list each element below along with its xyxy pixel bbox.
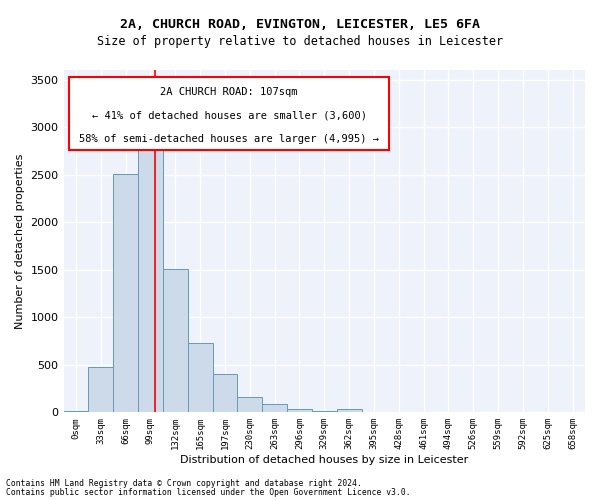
Text: Contains HM Land Registry data © Crown copyright and database right 2024.: Contains HM Land Registry data © Crown c… xyxy=(6,478,362,488)
Bar xyxy=(262,404,287,412)
Bar xyxy=(88,367,113,412)
Bar xyxy=(64,411,88,412)
Y-axis label: Number of detached properties: Number of detached properties xyxy=(15,154,25,329)
Bar xyxy=(337,408,362,412)
Text: 58% of semi-detached houses are larger (4,995) →: 58% of semi-detached houses are larger (… xyxy=(79,134,379,143)
Bar xyxy=(287,408,312,412)
Bar xyxy=(163,268,188,412)
Bar xyxy=(312,411,337,412)
Bar xyxy=(212,374,238,412)
Text: Contains public sector information licensed under the Open Government Licence v3: Contains public sector information licen… xyxy=(6,488,410,497)
FancyBboxPatch shape xyxy=(69,77,389,150)
Text: ← 41% of detached houses are smaller (3,600): ← 41% of detached houses are smaller (3,… xyxy=(92,110,367,120)
Text: 2A CHURCH ROAD: 107sqm: 2A CHURCH ROAD: 107sqm xyxy=(160,86,298,97)
Text: Size of property relative to detached houses in Leicester: Size of property relative to detached ho… xyxy=(97,35,503,48)
Bar xyxy=(238,397,262,412)
X-axis label: Distribution of detached houses by size in Leicester: Distribution of detached houses by size … xyxy=(180,455,469,465)
Bar xyxy=(188,343,212,412)
Bar xyxy=(113,174,138,412)
Bar xyxy=(138,144,163,412)
Text: 2A, CHURCH ROAD, EVINGTON, LEICESTER, LE5 6FA: 2A, CHURCH ROAD, EVINGTON, LEICESTER, LE… xyxy=(120,18,480,30)
